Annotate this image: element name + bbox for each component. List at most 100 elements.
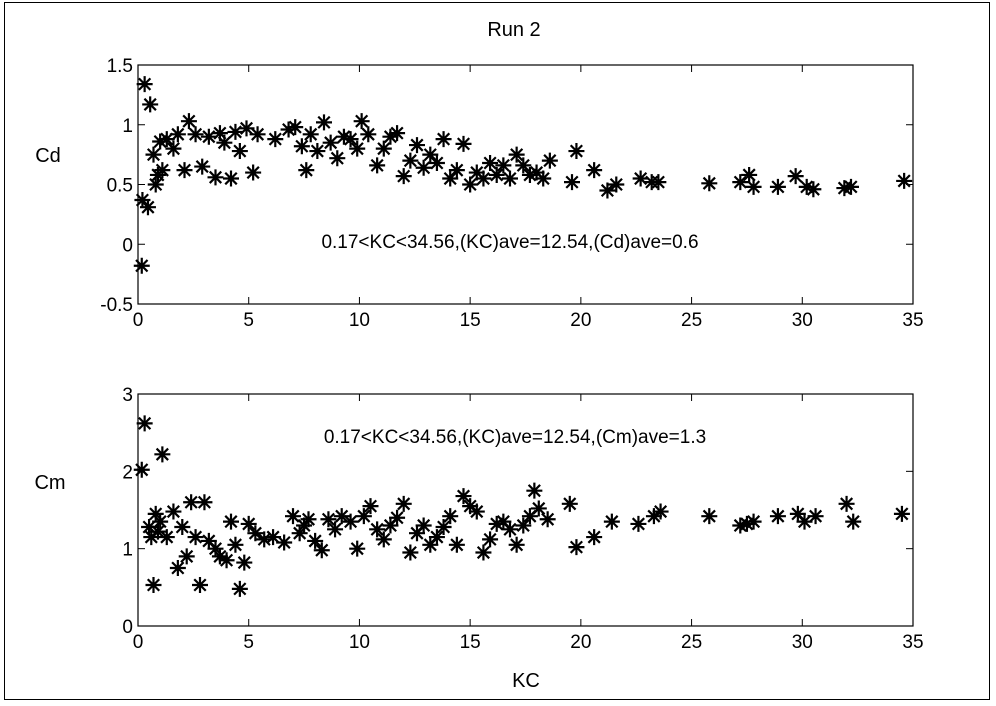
cm-data-point xyxy=(143,529,160,546)
cd-data-point xyxy=(650,174,667,191)
cm-data-point xyxy=(158,529,175,546)
cd-data-point xyxy=(293,138,310,155)
cm-data-point xyxy=(136,415,153,432)
cm-y-tick-label: 3 xyxy=(122,385,133,406)
cm-ticks: 0 5 10 15 20 25 30 35 0 1 2 3 xyxy=(122,385,923,653)
cm-data-point xyxy=(769,508,786,525)
cd-data-point xyxy=(843,178,859,195)
cd-data-point xyxy=(316,114,332,131)
cd-x-tick-label: 10 xyxy=(349,310,370,331)
cm-x-tick-label: 15 xyxy=(460,632,481,653)
cd-data-point xyxy=(207,169,224,186)
cm-data-point xyxy=(526,482,543,499)
cm-data-point xyxy=(462,498,479,515)
cm-data-point xyxy=(141,519,158,536)
cm-data-point xyxy=(320,511,337,528)
cm-data-point xyxy=(701,508,718,525)
cm-x-tick-label: 10 xyxy=(349,632,370,653)
cd-data-point xyxy=(227,123,244,140)
cm-data-point xyxy=(145,577,162,594)
cm-data-point xyxy=(223,513,239,530)
cd-x-tick-label: 35 xyxy=(902,310,923,331)
cm-x-tick-label: 5 xyxy=(243,632,254,653)
cd-data-point xyxy=(488,166,505,183)
cm-data-point xyxy=(169,560,186,576)
cm-data-point xyxy=(147,505,164,522)
cm-data-point xyxy=(211,548,228,565)
cd-data-point xyxy=(599,182,616,199)
cd-data-point xyxy=(360,126,377,143)
cd-data-point xyxy=(152,133,169,150)
cd-data-point xyxy=(528,164,545,181)
cd-data-point xyxy=(402,152,419,169)
cm-data-point xyxy=(738,515,755,532)
cd-data-point xyxy=(535,170,552,187)
cd-data-point xyxy=(369,157,386,174)
cm-data-point xyxy=(207,540,224,557)
cd-y-tick-label: 1.5 xyxy=(107,56,133,77)
cm-data-point xyxy=(521,508,538,525)
cd-ticks: 0 5 10 15 20 25 30 35-0.500.511.5 xyxy=(100,56,923,331)
x-axis-label: KC xyxy=(512,670,540,692)
cm-data-point xyxy=(586,529,603,546)
cm-data-point xyxy=(285,508,301,525)
cm-data-point xyxy=(442,508,459,525)
cd-data-point xyxy=(409,137,425,154)
cm-data-point xyxy=(240,515,257,532)
cm-data-point xyxy=(745,513,762,530)
cm-data-point xyxy=(152,513,169,530)
cm-panel: Cm 0.17<KC<34.56,(KC)ave=12.54,(Cm)ave=1… xyxy=(34,385,923,692)
cm-data-point xyxy=(349,540,366,557)
cm-data-point xyxy=(192,577,208,594)
cd-data-point xyxy=(280,121,297,138)
cd-x-tick-label: 30 xyxy=(792,310,813,331)
cm-data-point xyxy=(428,529,445,546)
cd-data-point xyxy=(495,157,512,174)
cd-data-point xyxy=(231,143,248,160)
cm-data-point xyxy=(402,544,419,561)
cd-data-point xyxy=(798,178,815,195)
cm-data-point xyxy=(296,517,313,534)
cd-data-point xyxy=(475,170,492,187)
cm-data-point xyxy=(796,513,813,530)
cd-data-point xyxy=(836,180,853,197)
cd-data-point xyxy=(238,120,255,137)
cd-data-point xyxy=(787,168,804,185)
cd-data-point xyxy=(154,162,171,179)
cd-y-tick-label: 0.5 xyxy=(107,176,133,197)
cm-data-point xyxy=(389,509,406,526)
cm-data-point xyxy=(247,525,264,542)
cd-data-point xyxy=(349,140,366,157)
cd-data-point xyxy=(382,128,399,145)
cd-data-point xyxy=(180,113,197,130)
cd-y-tick-label: -0.5 xyxy=(100,295,133,316)
cd-y-axis-label: Cd xyxy=(35,145,61,167)
cm-data-point xyxy=(362,498,379,515)
cm-data-point xyxy=(475,544,492,561)
cd-data-point xyxy=(745,178,762,195)
cd-data-point xyxy=(395,168,412,185)
cm-data-point xyxy=(838,495,855,512)
cm-data-point xyxy=(333,508,350,525)
cm-data-point xyxy=(327,521,344,538)
cm-data-point xyxy=(236,554,253,571)
cm-data-point xyxy=(355,508,372,525)
cm-data-point xyxy=(539,511,556,528)
cm-data-point xyxy=(265,529,282,546)
cm-data-point xyxy=(256,531,273,548)
cm-data-point xyxy=(732,517,749,534)
cm-data-point xyxy=(227,536,244,553)
cm-axes-box xyxy=(137,393,914,627)
cd-data-point xyxy=(139,199,156,216)
cd-data-point xyxy=(245,164,262,181)
cm-data-point xyxy=(149,523,166,540)
cm-data-point xyxy=(415,517,432,534)
cm-data-point xyxy=(313,542,330,559)
cm-data-point xyxy=(218,552,235,569)
cd-y-tick-label: 0 xyxy=(122,235,133,256)
cm-data-point xyxy=(508,536,525,553)
cm-data-point xyxy=(455,488,472,505)
cd-data-point xyxy=(287,119,304,136)
cd-data-point xyxy=(586,162,603,179)
cm-data-point xyxy=(187,529,204,546)
